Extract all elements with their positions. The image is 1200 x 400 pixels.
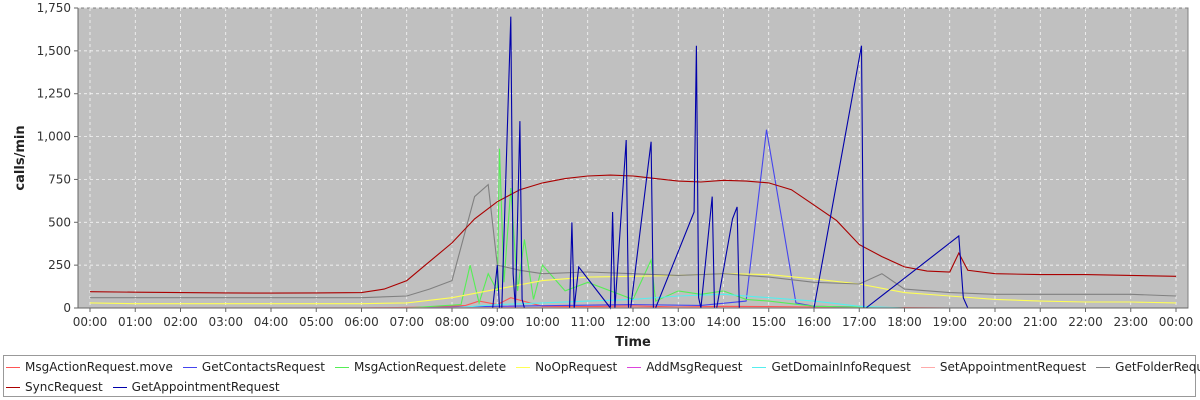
legend-item: GetDomainInfoRequest: [752, 360, 911, 374]
legend-label: GetDomainInfoRequest: [771, 360, 911, 374]
series-line-getfolderrequest: [90, 183, 1177, 299]
legend-label: AddMsgRequest: [646, 360, 743, 374]
x-tick-label: 22:00: [1068, 315, 1103, 329]
y-tick-label: 1,750: [37, 1, 71, 15]
y-axis-title: calls/min: [13, 125, 28, 190]
legend-label: SetAppointmentRequest: [939, 360, 1087, 374]
legend-item: MsgActionRequest.move: [6, 360, 173, 374]
x-tick-label: 08:00: [435, 315, 470, 329]
x-tick-label: 09:00: [480, 315, 515, 329]
line-chart: 0 250 500 750 1,000 1,250 1,500 1,750 00:00 01:00…: [13, 1, 1194, 350]
y-tick-label: 1,250: [37, 87, 71, 101]
x-tick-label: 17:00: [842, 315, 877, 329]
series-line-getdomaininforequest: [90, 293, 1176, 309]
y-tick-label: 1,000: [37, 130, 71, 144]
legend-label: SyncRequest: [25, 380, 103, 394]
x-tick-label: 13:00: [661, 315, 696, 329]
legend-swatch: [752, 366, 767, 368]
legend-swatch: [516, 366, 531, 368]
y-tick-label: 500: [48, 215, 71, 229]
legend-swatch: [627, 366, 642, 368]
y-tick-label: 750: [48, 172, 71, 186]
x-tick-label: 01:00: [118, 315, 153, 329]
legend: MsgActionRequest.move GetContactsRequest M…: [3, 355, 1200, 397]
y-tick-label: 0: [63, 301, 71, 315]
x-tick-label: 18:00: [887, 315, 922, 329]
y-tick-label: 1,500: [37, 44, 71, 58]
x-tick-label: 02:00: [163, 315, 198, 329]
legend-swatch: [6, 366, 20, 368]
legend-label: MsgActionRequest.delete: [353, 360, 507, 374]
x-tick-label: 21:00: [1023, 315, 1058, 329]
legend-label: GetFolderRequest: [1115, 360, 1200, 374]
x-tick-label: 14:00: [706, 315, 741, 329]
series-line-syncrequest: [89, 174, 1177, 294]
legend-item: MsgActionRequest.delete: [334, 360, 507, 374]
legend-swatch: [334, 366, 349, 368]
x-tick-label: 12:00: [616, 315, 651, 329]
legend-row: MsgActionRequest.move GetContactsRequest M…: [4, 357, 1200, 377]
x-tick-label: 20:00: [978, 315, 1013, 329]
legend-label: NoOpRequest: [535, 360, 618, 374]
x-tick-label: 15:00: [751, 315, 786, 329]
legend-item: GetFolderRequest: [1096, 360, 1200, 374]
legend-label: GetContactsRequest: [201, 360, 325, 374]
legend-item: AddMsgRequest: [627, 360, 742, 374]
series-line-nooprequest: [89, 273, 1177, 305]
legend-swatch: [6, 386, 20, 388]
legend-item: GetAppointmentRequest: [112, 380, 280, 394]
x-tick-label: 05:00: [299, 315, 334, 329]
legend-item: NoOpRequest: [516, 360, 617, 374]
legend-item: SyncRequest: [6, 380, 103, 394]
x-tick-label: 04:00: [254, 315, 289, 329]
x-tick-label: 07:00: [389, 315, 424, 329]
x-tick-label: 00:00: [1159, 315, 1194, 329]
legend-swatch: [920, 366, 935, 368]
x-tick-label: 16:00: [797, 315, 832, 329]
x-tick-label: 06:00: [344, 315, 379, 329]
x-tick-label: 03:00: [208, 315, 243, 329]
legend-swatch: [182, 366, 197, 368]
legend-item: GetContactsRequest: [182, 360, 325, 374]
legend-swatch: [1096, 366, 1111, 368]
legend-item: SetAppointmentRequest: [920, 360, 1087, 374]
legend-label: MsgActionRequest.move: [25, 360, 173, 374]
x-tick-label: 19:00: [932, 315, 967, 329]
x-axis-title: Time: [615, 335, 651, 350]
x-tick-label: 23:00: [1113, 315, 1148, 329]
axes: 0 250 500 750 1,000 1,250 1,500 1,750 00:00 01:00…: [37, 1, 1194, 329]
x-tick-label: 00:00: [73, 315, 108, 329]
x-tick-label: 11:00: [570, 315, 605, 329]
legend-row: SyncRequest GetAppointmentRequest: [4, 377, 288, 397]
legend-swatch: [112, 386, 127, 388]
legend-label: GetAppointmentRequest: [131, 380, 280, 394]
series-line-msgactionrequest-delete: [90, 148, 1176, 309]
x-tick-label: 10:00: [525, 315, 560, 329]
y-tick-label: 250: [48, 258, 71, 272]
